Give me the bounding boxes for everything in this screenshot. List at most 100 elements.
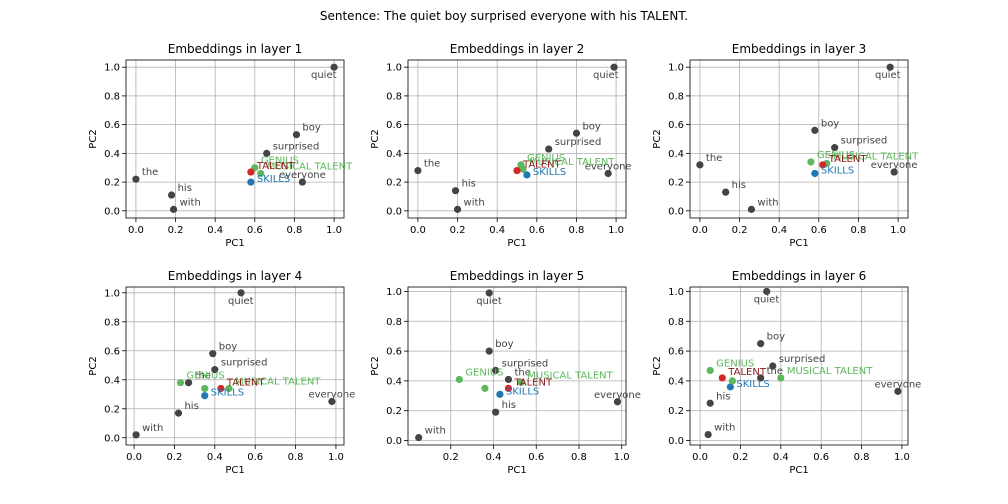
point-label-quiet: quiet [476, 296, 502, 307]
point-surprised [211, 366, 219, 374]
point-genius [176, 379, 185, 387]
point-his [492, 408, 500, 416]
point-label-the: the [706, 153, 722, 164]
point-label-his: his [178, 183, 192, 194]
chart-title: Embeddings in layer 5 [450, 269, 584, 283]
point-label-genius: GENIUS [187, 371, 225, 382]
chart-panel-layer-6: 0.0 0.2 0.4 0.6 0.8 1.0 0.0 0.2 0.4 0.6 0.8 1.0 Embe… [652, 269, 921, 476]
point-surprised [831, 144, 839, 152]
x-tick-label: 0.8 [571, 452, 587, 463]
plot-area [126, 60, 344, 218]
x-axis-label: PC1 [507, 238, 526, 249]
point-his [451, 187, 460, 195]
x-axis-label: PC1 [225, 465, 244, 476]
point-skills [201, 392, 209, 400]
point-his [174, 409, 183, 417]
y-tick-label: 0.8 [104, 91, 120, 102]
y-tick-label: 0.8 [104, 317, 120, 328]
chart-title: Embeddings in layer 4 [168, 269, 302, 283]
point-label-boy: boy [767, 332, 785, 343]
x-tick-label: 0.4 [771, 225, 787, 236]
plot-area [690, 287, 908, 445]
point-label-surprised: surprised [555, 137, 602, 148]
x-tick-label: 0.2 [732, 225, 748, 236]
point-label-everyone: everyone [874, 379, 921, 390]
y-tick-label: 0.6 [104, 120, 120, 131]
x-tick-label: 1.0 [890, 225, 906, 236]
point-quiet [330, 63, 338, 71]
y-tick-label: 0.4 [386, 149, 402, 160]
point-the [414, 167, 422, 175]
y-tick-label: 0.2 [668, 406, 684, 417]
point-label-surprised: surprised [502, 358, 549, 369]
point-label-boy: boy [495, 339, 513, 350]
y-tick-label: 1.0 [386, 287, 402, 298]
figure-suptitle: Sentence: The quiet boy surprised everyo… [320, 9, 688, 23]
point-label-surprised: surprised [221, 358, 268, 369]
chart-panel-layer-1: 0.0 0.2 0.4 0.6 0.8 1.0 0.0 0.2 0.4 0.6 0.8 1.0 Embe… [88, 42, 353, 249]
y-tick-label: 0.0 [104, 206, 120, 217]
y-axis-label: PC2 [88, 129, 99, 148]
axes-frame [407, 286, 627, 446]
y-tick-label: 1.0 [104, 63, 120, 74]
point-label-surprised: surprised [779, 354, 826, 365]
point-label-genius: GENIUS [817, 150, 855, 161]
point-label-genius: GENIUS [261, 156, 299, 167]
point-label-surprised: surprised [273, 141, 320, 152]
point-label-with: with [464, 197, 485, 208]
point-label-talent: TALENT [256, 161, 296, 172]
x-tick-label: 0.6 [813, 452, 829, 463]
x-tick-label: 1.0 [608, 225, 624, 236]
x-axis-label: PC1 [507, 465, 526, 476]
point-everyone [894, 387, 902, 395]
x-tick-label: 0.4 [207, 225, 223, 236]
point-label-boy: boy [302, 123, 320, 134]
point-label-everyone: everyone [871, 160, 918, 171]
x-tick-label: 0.0 [128, 225, 144, 236]
point-label-musical-talent: MUSICAL TALENT [529, 157, 615, 168]
x-tick-label: 0.4 [489, 225, 505, 236]
chart-panel-layer-3: 0.0 0.2 0.4 0.6 0.8 1.0 0.0 0.2 0.4 0.6 0.8 1.0 Embe… [652, 42, 919, 249]
point-label-quiet: quiet [593, 70, 619, 81]
point-label-skills: SKILLS [506, 386, 539, 397]
point-with [453, 205, 462, 213]
point-label-boy: boy [582, 121, 600, 132]
x-tick-label: 0.8 [851, 225, 867, 236]
y-tick-label: 0.2 [386, 178, 402, 189]
point-label-genius: GENIUS [527, 153, 565, 164]
x-tick-label: 0.6 [811, 225, 827, 236]
point-label-his: his [716, 391, 730, 402]
y-tick-label: 0.8 [386, 317, 402, 328]
y-tick-label: 0.2 [668, 178, 684, 189]
point-label-the: the [424, 159, 440, 170]
y-tick-label: 0.8 [668, 317, 684, 328]
point-boy [811, 126, 819, 134]
y-tick-label: 0.0 [668, 436, 684, 447]
point-unlabeled [201, 384, 209, 393]
y-tick-label: 0.2 [386, 406, 402, 417]
point-everyone [298, 178, 306, 186]
x-tick-label: 0.6 [528, 452, 544, 463]
axes-frame [689, 59, 909, 219]
point-boy [757, 340, 765, 348]
point-label-musical-talent: MUSICAL TALENT [527, 370, 613, 381]
point-musical-talent [225, 384, 233, 393]
point-label-talent: TALENT [828, 154, 868, 165]
point-label-quiet: quiet [228, 296, 254, 307]
point-label-talent: TALENT [513, 377, 553, 388]
point-boy [485, 347, 493, 355]
chart-title: Embeddings in layer 3 [732, 42, 866, 56]
y-tick-label: 1.0 [668, 63, 684, 74]
axes-frame [125, 286, 345, 446]
point-the [132, 175, 140, 183]
y-tick-label: 0.4 [386, 376, 402, 387]
point-talent [217, 384, 225, 393]
x-tick-label: 1.0 [894, 452, 910, 463]
y-tick-label: 0.6 [104, 346, 120, 357]
x-tick-label: 0.2 [450, 225, 466, 236]
point-label-the: the [142, 167, 158, 178]
point-label-with: with [714, 423, 735, 434]
point-quiet [485, 289, 493, 297]
point-talent [247, 168, 255, 176]
